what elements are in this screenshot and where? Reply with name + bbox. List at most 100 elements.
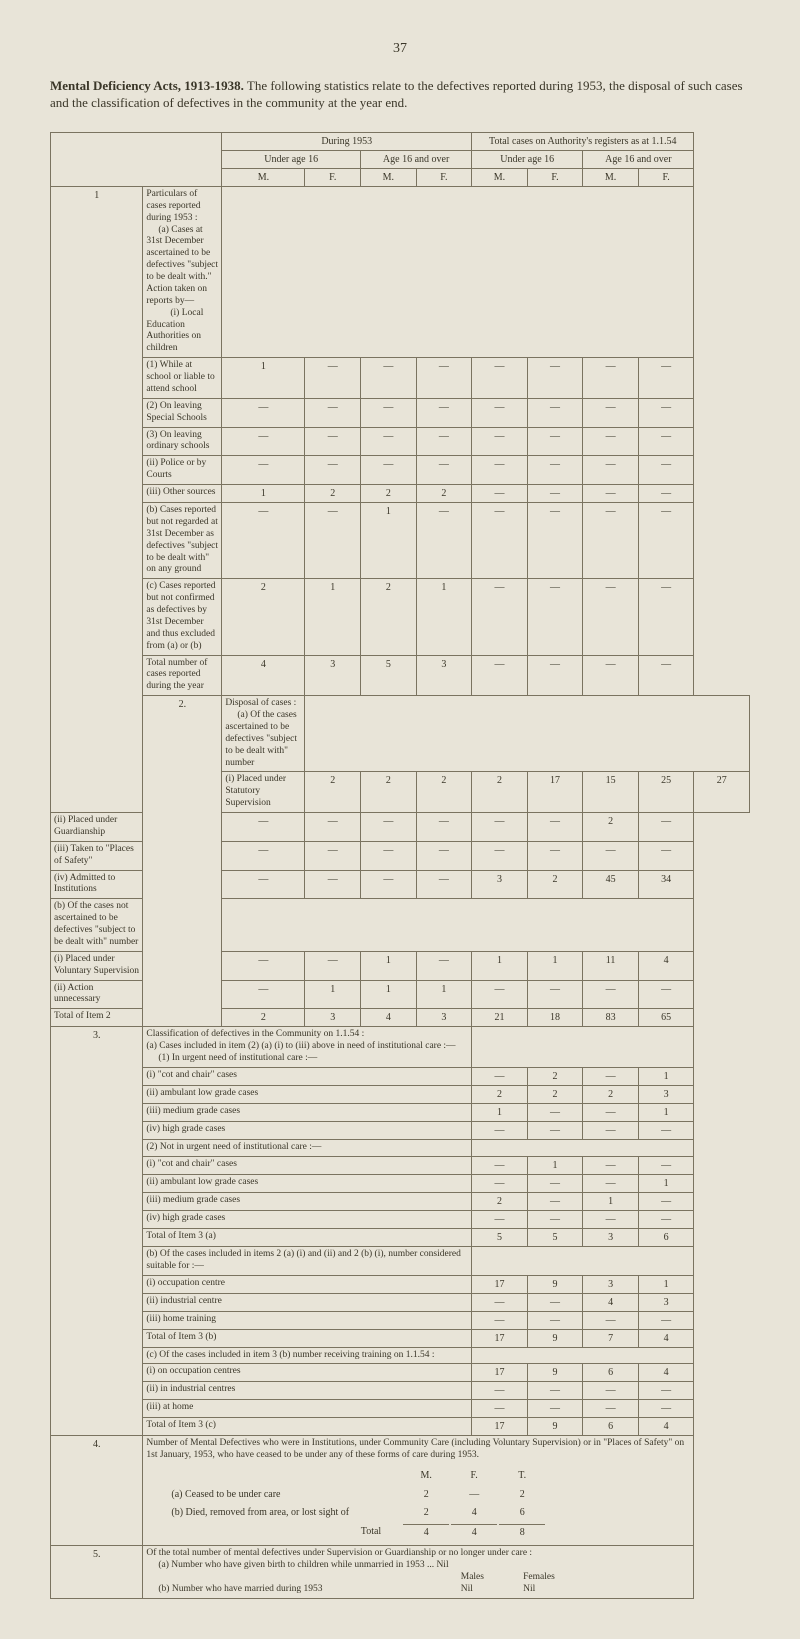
- s1-ai3: (3) On leaving ordinary schools: [143, 427, 222, 456]
- val: —: [527, 1192, 583, 1210]
- val: —: [638, 980, 694, 1009]
- val: —: [472, 1210, 528, 1228]
- val: —: [583, 1174, 639, 1192]
- s1-aii: (ii) Police or by Courts: [143, 456, 222, 485]
- val: 4: [638, 1364, 694, 1382]
- val: 3: [416, 655, 472, 696]
- val: 4: [451, 1505, 497, 1522]
- s2-bii: (ii) Action unnecessary: [51, 980, 143, 1009]
- val: 3: [416, 1009, 472, 1027]
- val: —: [416, 951, 472, 980]
- val: 4: [638, 1418, 694, 1436]
- val: —: [472, 1400, 528, 1418]
- val: 17: [472, 1329, 528, 1347]
- val: 2: [472, 1192, 528, 1210]
- val: —: [305, 358, 361, 399]
- s3-b: (b) Of the cases included in items 2 (a)…: [143, 1246, 472, 1275]
- header-f: F.: [638, 168, 694, 186]
- s2-title-text: Disposal of cases :: [225, 698, 296, 708]
- val: 4: [361, 1009, 417, 1027]
- val: —: [222, 398, 305, 427]
- val: —: [527, 1311, 583, 1329]
- s1-a: (a) Cases at 31st December ascertained t…: [146, 225, 218, 306]
- val: —: [638, 1210, 694, 1228]
- val: —: [638, 1400, 694, 1418]
- val: 1: [527, 951, 583, 980]
- val: —: [527, 427, 583, 456]
- section-2-num: 2.: [143, 696, 222, 1027]
- header-m: M.: [222, 168, 305, 186]
- val: —: [527, 1174, 583, 1192]
- s3-total-b: Total of Item 3 (b): [143, 1329, 472, 1347]
- val: 4: [638, 1329, 694, 1347]
- val: 3: [472, 870, 528, 899]
- val: —: [305, 503, 361, 579]
- header-under16-1: Under age 16: [222, 150, 361, 168]
- val: —: [222, 870, 305, 899]
- s1-aiii: (iii) Other sources: [143, 485, 222, 503]
- s3-total-a: Total of Item 3 (a): [143, 1228, 472, 1246]
- val: —: [361, 427, 417, 456]
- val: 17: [527, 772, 583, 813]
- s3-cii: (ii) in industrial centres: [143, 1382, 472, 1400]
- val: —: [583, 655, 639, 696]
- section-5-body: Of the total number of mental defectives…: [143, 1546, 694, 1599]
- val: 1: [305, 579, 361, 655]
- s3-a2: (2) Not in urgent need of institutional …: [143, 1139, 472, 1156]
- val: 65: [638, 1009, 694, 1027]
- val: —: [527, 503, 583, 579]
- s5-males-label: Males: [461, 1572, 521, 1584]
- val: —: [472, 1174, 528, 1192]
- val: —: [527, 1121, 583, 1139]
- val: —: [583, 427, 639, 456]
- s3-a2iii: (iii) medium grade cases: [143, 1192, 472, 1210]
- val: 4: [403, 1524, 449, 1542]
- val: 17: [472, 1364, 528, 1382]
- val: —: [416, 813, 472, 842]
- val: —: [472, 485, 528, 503]
- s4-col-t: T.: [499, 1468, 545, 1485]
- val: —: [638, 1192, 694, 1210]
- val: 2: [499, 1487, 545, 1504]
- val: 9: [527, 1329, 583, 1347]
- val: 2: [305, 772, 361, 813]
- val: —: [416, 456, 472, 485]
- val: —: [305, 841, 361, 870]
- val: —: [527, 485, 583, 503]
- s3-a2iv: (iv) high grade cases: [143, 1210, 472, 1228]
- s1-c: (c) Cases reported but not confirmed as …: [143, 579, 222, 655]
- val: —: [472, 358, 528, 399]
- val: —: [583, 358, 639, 399]
- val: 6: [638, 1228, 694, 1246]
- val: —: [527, 1293, 583, 1311]
- val: 2: [527, 870, 583, 899]
- val: —: [222, 841, 305, 870]
- s3-a2ii: (ii) ambulant low grade cases: [143, 1174, 472, 1192]
- s1-ai1: (1) While at school or liable to attend …: [143, 358, 222, 399]
- val: —: [305, 870, 361, 899]
- val: —: [638, 1311, 694, 1329]
- val: 1: [222, 485, 305, 503]
- header-under16-2: Under age 16: [472, 150, 583, 168]
- val: 2: [583, 813, 639, 842]
- val: 7: [583, 1329, 639, 1347]
- val: —: [472, 980, 528, 1009]
- val: 5: [472, 1228, 528, 1246]
- val: —: [361, 398, 417, 427]
- val: 4: [638, 951, 694, 980]
- statistics-table: During 1953 Total cases on Authority's r…: [50, 132, 750, 1599]
- val: —: [361, 870, 417, 899]
- s4-row-a: (a) Ceased to be under care: [168, 1487, 401, 1504]
- s5-females-label: Females: [523, 1572, 583, 1584]
- val: 25: [638, 772, 694, 813]
- s4-row-b: (b) Died, removed from area, or lost sig…: [168, 1505, 401, 1522]
- val: —: [638, 456, 694, 485]
- val: —: [583, 1121, 639, 1139]
- val: 1: [222, 358, 305, 399]
- s3-a1ii: (ii) ambulant low grade cases: [143, 1085, 472, 1103]
- val: —: [472, 503, 528, 579]
- val: 1: [638, 1067, 694, 1085]
- val: 1: [416, 980, 472, 1009]
- val: 21: [472, 1009, 528, 1027]
- val: —: [416, 503, 472, 579]
